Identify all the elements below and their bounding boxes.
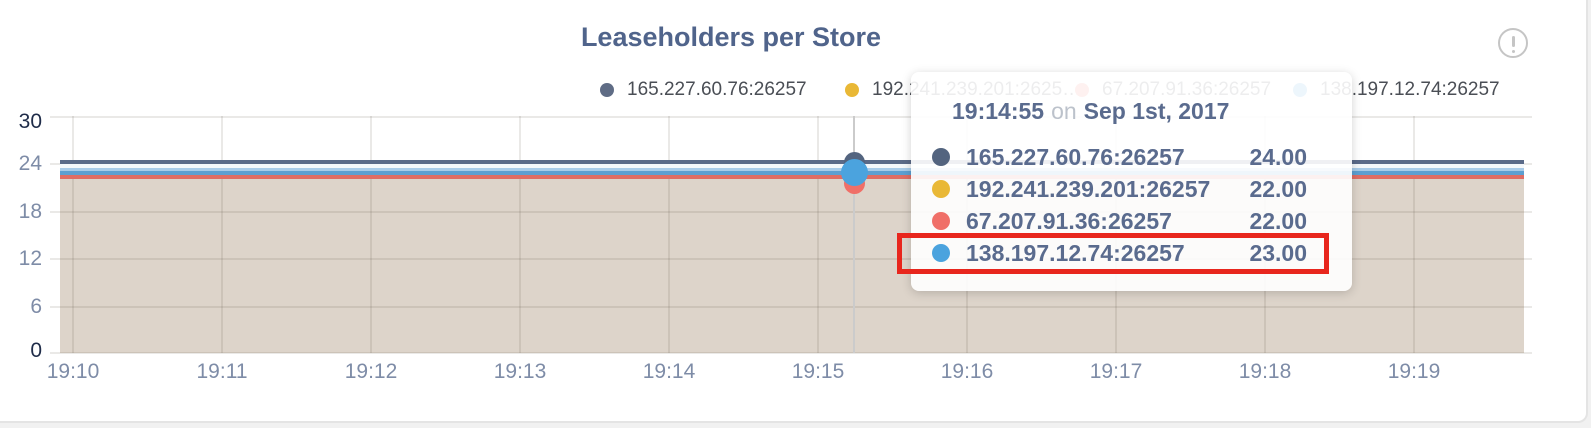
grid-line-v	[817, 116, 819, 353]
series-line-highlight	[60, 168, 1524, 171]
series-line-node3	[60, 175, 1524, 179]
tooltip-date: Sep 1st, 2017	[1083, 98, 1230, 124]
y-axis-label: 12	[18, 247, 42, 270]
x-axis-label: 19:18	[1238, 360, 1292, 383]
grid-line-v	[221, 116, 223, 353]
grid-line-h	[50, 306, 1532, 308]
grid-line-v	[72, 116, 74, 353]
tooltip-time: 19:14:55	[952, 98, 1045, 124]
x-axis-label: 19:13	[493, 360, 547, 383]
hover-guideline	[853, 116, 855, 353]
series-dot-icon	[932, 148, 950, 166]
x-axis-label: 19:19	[1387, 360, 1441, 383]
grid-line-h	[50, 258, 1532, 260]
x-axis-label: 19:12	[344, 360, 398, 383]
hover-point-dot-node4	[841, 159, 868, 186]
tooltip-row-value: 22.00	[1249, 207, 1307, 234]
grid-line-v	[519, 116, 521, 353]
x-axis-label: 19:14	[642, 360, 696, 383]
series-dot-icon	[932, 244, 950, 262]
x-axis-label: 19:15	[791, 360, 845, 383]
alert-icon-bar	[1511, 36, 1515, 47]
series-dot-icon	[932, 180, 950, 198]
hover-tooltip: 19:14:55 on Sep 1st, 2017 165.227.60.76:26…	[911, 72, 1352, 291]
grid-line-h	[50, 352, 1532, 354]
series-dot-icon	[932, 212, 950, 230]
series-band-gap	[60, 164, 1524, 168]
tooltip-row-label: 67.207.91.36:26257	[966, 207, 1172, 234]
y-axis-label: 24	[18, 152, 42, 175]
legend-dot-icon	[845, 83, 859, 97]
tooltip-row-node3: 67.207.91.36:26257 22.00	[932, 205, 1307, 237]
tooltip-row-node1: 165.227.60.76:26257 24.00	[932, 141, 1307, 173]
grid-line-v	[1413, 116, 1415, 353]
series-line-node1	[60, 160, 1524, 164]
tooltip-row-value: 22.00	[1249, 175, 1307, 202]
series-line-node4	[60, 171, 1524, 175]
chart-title: Leaseholders per Store	[580, 22, 882, 52]
tooltip-conjunction: on	[1051, 98, 1077, 124]
legend-item-node1[interactable]: 165.227.60.76:26257	[600, 79, 807, 101]
tooltip-row-label: 138.197.12.74:26257	[966, 239, 1185, 266]
tooltip-row-label: 192.241.239.201:26257	[966, 175, 1211, 202]
y-axis-label: 6	[30, 295, 42, 318]
legend-label: 165.227.60.76:26257	[627, 79, 807, 100]
highlight-annotation	[897, 233, 1329, 274]
legend-dot-icon	[600, 83, 614, 97]
tooltip-row-node2: 192.241.239.201:26257 22.00	[932, 173, 1307, 205]
tooltip-rows: 165.227.60.76:26257 24.00 192.241.239.20…	[932, 141, 1307, 269]
x-axis-label: 19:11	[196, 360, 248, 383]
tooltip-row-value: 24.00	[1249, 143, 1307, 170]
y-axis-label: 30	[18, 110, 42, 133]
tooltip-header: 19:14:55 on Sep 1st, 2017	[952, 98, 1307, 125]
alert-icon-dot	[1511, 49, 1515, 53]
grid-line-v	[370, 116, 372, 353]
tooltip-row-label: 165.227.60.76:26257	[966, 143, 1185, 170]
y-axis-label: 18	[18, 200, 42, 223]
alert-info-icon[interactable]	[1498, 28, 1528, 58]
tooltip-row-node4: 138.197.12.74:26257 23.00	[932, 237, 1307, 269]
tooltip-row-value: 23.00	[1249, 239, 1307, 266]
legend-label: 138.197.12.74:26257	[1320, 79, 1500, 100]
y-axis-label: 0	[30, 339, 42, 362]
grid-line-h	[50, 211, 1532, 213]
x-axis-label: 19:16	[940, 360, 994, 383]
grid-line-v	[668, 116, 670, 353]
grid-line-h	[50, 116, 1532, 118]
x-axis-label: 19:10	[46, 360, 100, 383]
x-axis-label: 19:17	[1089, 360, 1143, 383]
